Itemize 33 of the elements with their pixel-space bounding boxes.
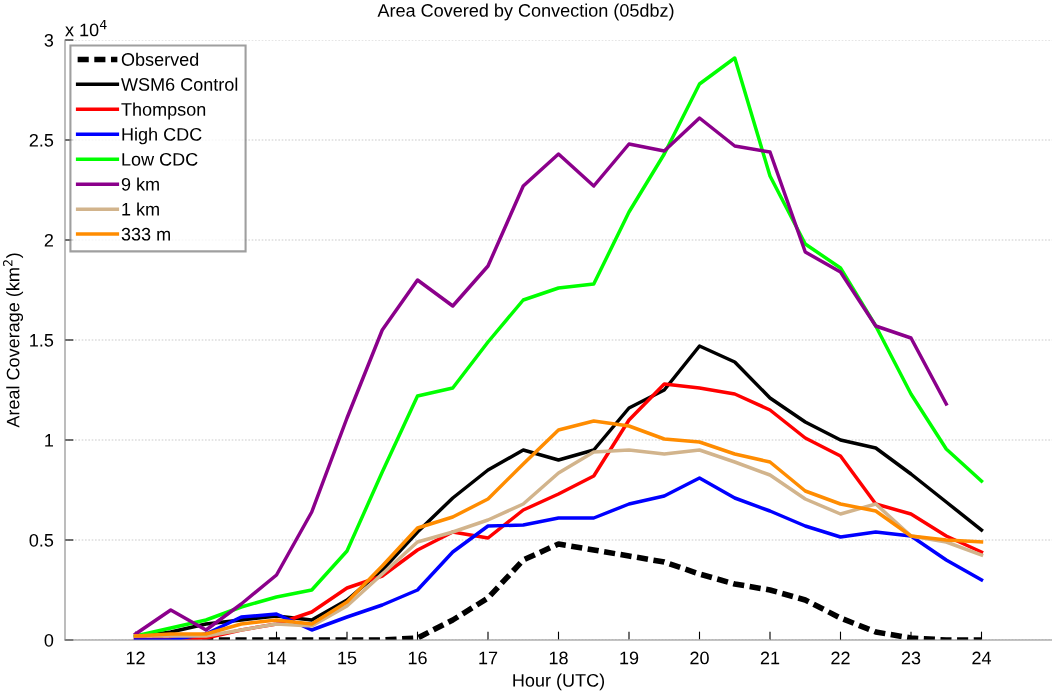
x-tick-label: 14 [267, 651, 287, 665]
y-axis-title: Areal Coverage (km$^{2}$) [3, 253, 24, 428]
y-tick-label: 2 [44, 233, 53, 247]
y-tick-label: 1 [45, 434, 54, 447]
x-tick-label: 18 [549, 651, 568, 665]
legend-label: WSM6 Control [121, 77, 238, 91]
x-tick-label: 23 [901, 651, 921, 665]
x-tick-label: 22 [831, 651, 850, 665]
y-tick-label: 2.5 [29, 133, 54, 147]
legend-label: Observed [121, 52, 199, 66]
legend-label: 1 km [122, 202, 159, 216]
legend-label: 9 km [121, 177, 159, 191]
legend-label: Thompson [121, 102, 206, 120]
x-axis-title: Hour (UTC) [513, 673, 605, 691]
x-tick-label: 16 [408, 651, 427, 665]
y-tick-label: 0.5 [29, 533, 54, 547]
y-tick-label: 0 [44, 633, 54, 647]
legend-label: Low CDC [122, 152, 198, 166]
y-tick-label: 3 [44, 33, 54, 47]
legend-label: 333 m [121, 227, 170, 241]
x-tick-label: 15 [338, 651, 357, 665]
y-tick-label: 1.5 [30, 334, 54, 347]
x-tick-label: 13 [197, 651, 216, 665]
legend-label: High CDC [122, 127, 202, 145]
line-series [133, 476, 984, 640]
x-tick-label: 20 [690, 651, 709, 665]
x-tick-label: 12 [126, 651, 145, 665]
x-tick-label: 21 [760, 651, 780, 665]
chart-title: Area Covered by Convection (05dbz) [377, 3, 674, 21]
x-tick-label: 24 [972, 651, 992, 665]
x-tick-label: 17 [479, 651, 498, 665]
text: x 10$^{4}$ [65, 20, 107, 37]
x-tick-label: 19 [620, 651, 639, 665]
